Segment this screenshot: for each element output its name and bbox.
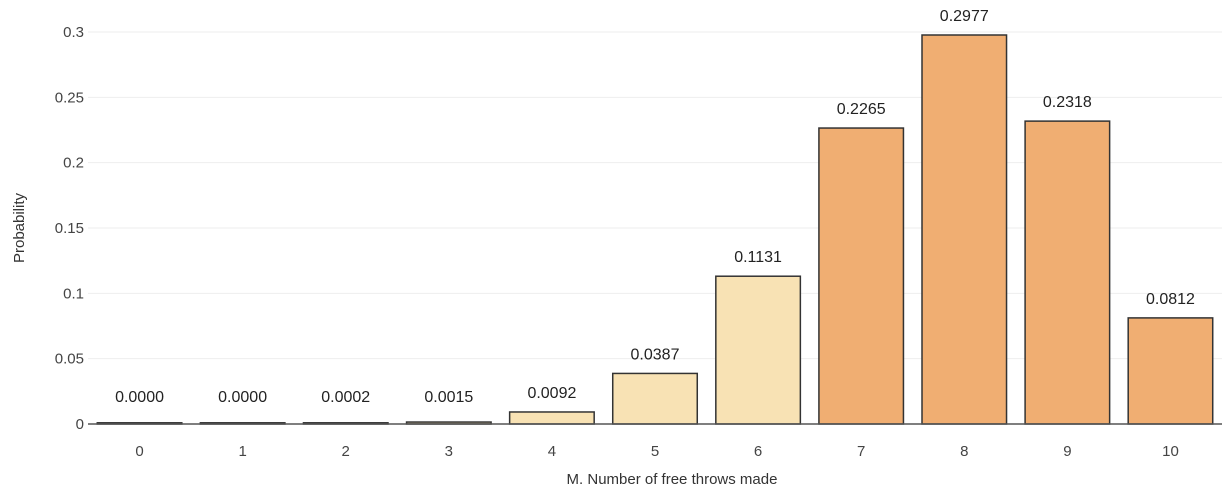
axes: 0 0.05 0.1 0.15 0.2 0.25 0.3 0 1 2 3 4 5 6 7 8 9 10 [55,24,1222,460]
x-tick-label: 8 [960,443,968,460]
data-label: 0.2977 [940,8,989,25]
x-tick-label: 2 [342,443,350,460]
y-tick-label: 0.25 [55,89,84,106]
y-axis-title: Probability [11,192,28,263]
x-tick-label: 1 [238,443,246,460]
data-label: 0.0000 [218,389,267,406]
bar-8 [921,34,1008,425]
x-axis-title: M. Number of free throws made [567,471,778,488]
x-tick-label: 4 [548,443,556,460]
data-label: 0.2318 [1043,94,1092,111]
y-tick-label: 0.05 [55,351,84,368]
y-tick-label: 0.1 [63,285,84,302]
data-label: 0.1131 [734,249,782,266]
y-tick-label: 0.3 [63,24,84,41]
x-tick-label: 0 [135,443,143,460]
bars [96,34,1214,425]
x-tick-label: 3 [445,443,453,460]
data-label: 0.2265 [837,101,886,118]
bar-7 [818,127,905,425]
x-tick-label: 7 [857,443,865,460]
data-label: 0.0812 [1146,291,1195,308]
bar-4 [508,411,595,425]
x-tick-label: 6 [754,443,762,460]
x-tick-label: 9 [1063,443,1071,460]
data-label: 0.0000 [115,389,164,406]
bar-10 [1127,317,1214,425]
y-tick-label: 0 [76,416,84,433]
y-tick-label: 0.15 [55,220,84,237]
y-tick-label: 0.2 [63,155,84,172]
data-label: 0.0387 [631,346,680,363]
data-label: 0.0015 [424,389,473,406]
bar-9 [1024,120,1111,425]
x-tick-label: 10 [1162,443,1179,460]
data-labels: 0.0000 0.0000 0.0002 0.0015 0.0092 0.0387 0.11… [115,8,1195,406]
x-tick-label: 5 [651,443,659,460]
data-label: 0.0002 [321,389,370,406]
data-label: 0.0092 [527,385,576,402]
bar-5 [611,372,699,425]
bar-6 [715,275,802,425]
